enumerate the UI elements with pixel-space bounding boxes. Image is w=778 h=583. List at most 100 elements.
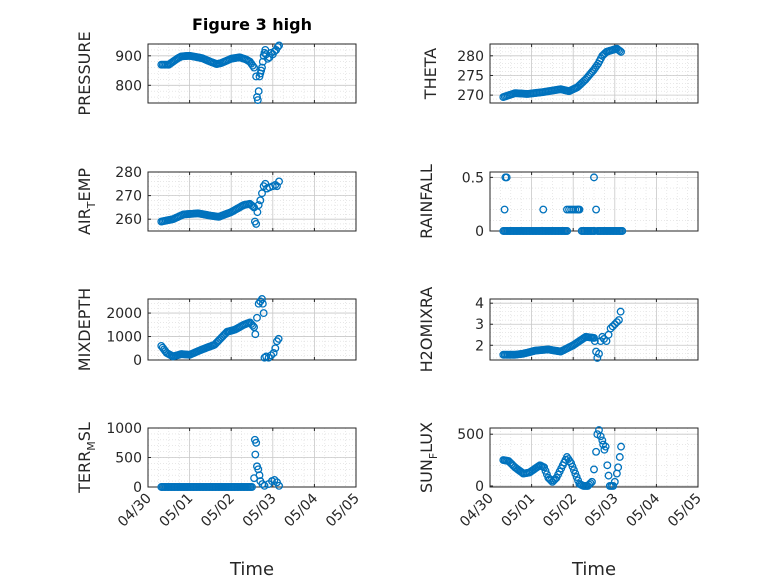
x-tick-label: 05/02 xyxy=(198,491,238,531)
y-tick-label: 1000 xyxy=(106,421,142,437)
y-tick-label: 500 xyxy=(457,427,484,443)
x-tick-label: 05/03 xyxy=(240,491,280,531)
data-point xyxy=(609,482,618,490)
y-tick-label: 280 xyxy=(457,49,484,65)
y-tick-label: 500 xyxy=(115,451,142,467)
data-point xyxy=(612,318,621,327)
data-point xyxy=(252,438,261,447)
data-point xyxy=(603,461,612,470)
data-point xyxy=(610,477,619,486)
data-point xyxy=(253,313,261,322)
data-point xyxy=(254,201,263,209)
data-point xyxy=(260,353,269,362)
data-point xyxy=(592,447,601,456)
data-point xyxy=(500,205,509,214)
data-point xyxy=(251,450,260,459)
data-point xyxy=(539,205,548,214)
data-point xyxy=(596,432,605,441)
data-point xyxy=(258,295,266,303)
x-tick-label: 05/04 xyxy=(623,490,663,530)
y-tick-label: 4 xyxy=(475,296,484,312)
y-tick-label: 280 xyxy=(115,165,142,181)
data-point xyxy=(590,337,599,346)
x-tick-label: 04/30 xyxy=(457,491,497,531)
data-point xyxy=(590,227,599,235)
data-point xyxy=(534,462,543,471)
subplot-4: 0 1000 2000 MIXDEPTH xyxy=(75,288,357,371)
y-axis-label: H2OMIXRA xyxy=(417,287,436,373)
x-tick-label: 05/01 xyxy=(499,491,539,531)
y-axis-label: AIRTEMP xyxy=(75,168,98,235)
data-point xyxy=(601,442,610,451)
y-tick-label: 2000 xyxy=(106,306,142,322)
data-point xyxy=(615,316,623,324)
data-point xyxy=(252,219,261,228)
data-point xyxy=(610,320,619,329)
data-point xyxy=(275,177,283,186)
y-tick-label: 275 xyxy=(457,68,484,84)
y-tick-label: 270 xyxy=(115,189,142,205)
axes-box xyxy=(147,171,357,232)
data-point xyxy=(587,477,596,486)
x-tick-label: 05/02 xyxy=(540,491,580,531)
data-point xyxy=(615,453,624,461)
data-point xyxy=(271,344,280,353)
axes-box xyxy=(147,43,357,104)
y-tick-label: 900 xyxy=(115,49,142,65)
y-axis-label: RAINFALL xyxy=(417,164,436,239)
data-point xyxy=(608,322,617,331)
subplot-2: 260 270 280 AIRTEMP xyxy=(75,165,357,235)
y-tick-label: 2 xyxy=(475,338,484,354)
y-axis-label: THETA xyxy=(421,48,440,100)
y-axis-label: SUNFLUX xyxy=(417,422,440,493)
data-point xyxy=(270,475,279,484)
data-point xyxy=(575,205,584,214)
data-point xyxy=(248,61,257,70)
data-point xyxy=(258,299,267,308)
subplot-0: 800 900 PRESSURE xyxy=(75,31,357,116)
data-point xyxy=(253,208,262,217)
data-point xyxy=(563,227,572,235)
data-point xyxy=(618,227,627,235)
x-tick-label: 05/03 xyxy=(582,491,622,531)
y-tick-label: 800 xyxy=(115,78,142,94)
data-point xyxy=(275,481,283,490)
y-tick-label: 0 xyxy=(475,224,484,240)
figure-title: Figure 3 high xyxy=(192,15,312,34)
data-point xyxy=(253,96,262,104)
data-point xyxy=(595,349,603,358)
subplot-5: 2 3 4 H2OMIXRA xyxy=(417,287,699,373)
data-point xyxy=(502,173,511,182)
data-point xyxy=(586,479,595,488)
data-point xyxy=(263,54,272,63)
subplot-7: 0 500 04/30 05/01 05/02 05/03 05/04 05/05 SUNFLU… xyxy=(417,422,705,530)
data-point xyxy=(590,173,598,182)
data-point xyxy=(259,309,268,318)
data-point xyxy=(273,43,282,51)
y-tick-label: 260 xyxy=(115,212,142,228)
data-point xyxy=(615,46,624,55)
axes-box xyxy=(147,298,357,361)
x-tick-label: 05/01 xyxy=(157,491,197,531)
y-axis-label: MIXDEPTH xyxy=(75,288,94,371)
subplot-6: 0 500 1000 04/30 05/01 05/02 05/03 05/04 05/05 TE… xyxy=(75,421,363,530)
y-tick-label: 0 xyxy=(133,480,142,496)
data-point xyxy=(617,47,625,56)
data-point xyxy=(598,436,607,445)
x-tick-label: 05/05 xyxy=(323,491,363,531)
y-axis-label: TERRMSL xyxy=(75,422,98,494)
data-point xyxy=(593,353,602,362)
y-tick-label: 1000 xyxy=(106,330,142,346)
data-point xyxy=(254,87,263,96)
subplot-grid: 800 900 PRESSURE 270 275 280 THETA 260 270 280 AIR… xyxy=(75,31,705,530)
y-tick-label: 270 xyxy=(457,88,484,104)
data-point xyxy=(260,481,269,490)
data-point xyxy=(606,324,615,333)
y-tick-label: 3 xyxy=(475,317,484,333)
data-point xyxy=(256,196,265,205)
data-point xyxy=(604,330,613,339)
data-point xyxy=(248,483,256,491)
subplot-1: 270 275 280 THETA xyxy=(421,43,699,104)
axes-box xyxy=(489,43,699,104)
data-point xyxy=(258,189,266,198)
